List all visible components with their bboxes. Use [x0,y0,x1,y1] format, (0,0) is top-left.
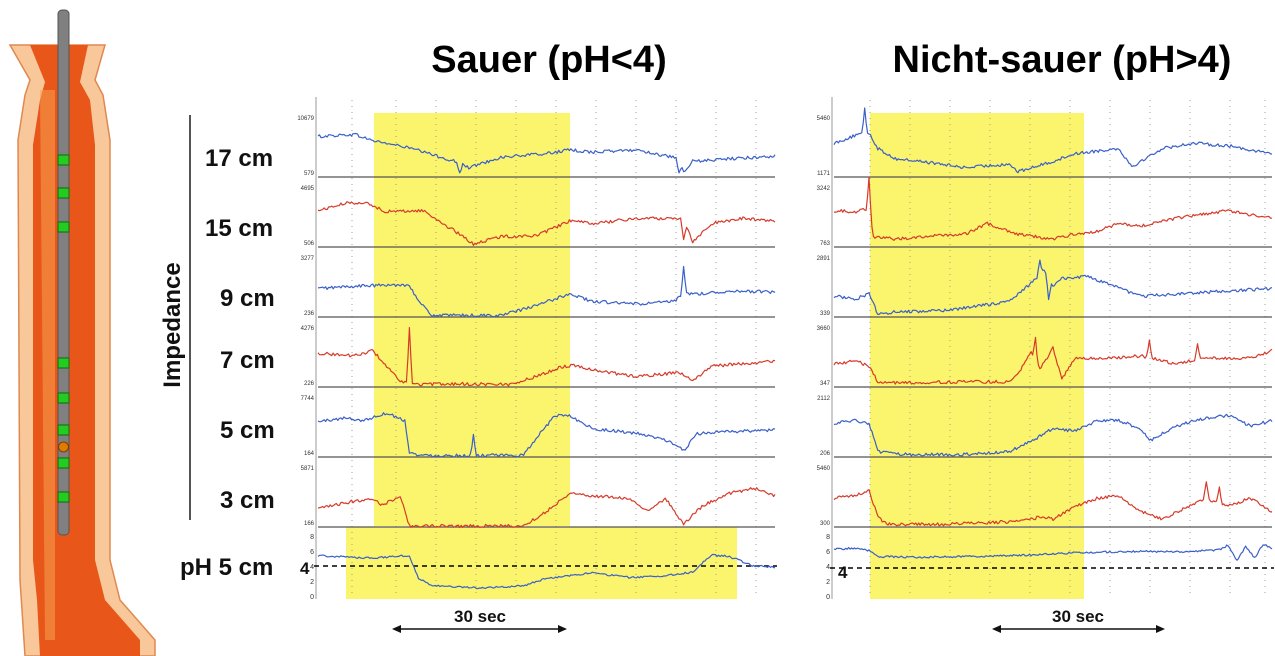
impedance-trace-5cm [833,413,1273,457]
sensor-7cm [57,392,70,404]
time-scale-arrow-right [1156,625,1165,633]
impedance-trace-5cm [317,412,776,458]
ph-tick-label: 6 [826,549,830,556]
time-scale-label: 30 sec [1052,607,1104,626]
esophagus-highlight [40,90,55,640]
channel-range-max-label: 3242 [817,186,831,192]
highlight-region-impedance [374,113,570,526]
ph-tick-label: 2 [826,579,830,586]
impedance-trace-7cm [317,327,776,387]
channel-range-max-label: 3277 [301,256,315,262]
channel-range-min-label: 579 [304,171,315,177]
sensor-upper-3 [57,221,70,233]
time-scale-arrow-right [558,625,567,633]
ph-tick-label: 4 [310,564,314,571]
impedance-trace-9cm [833,259,1273,315]
channel-label-3cm: 3 cm [220,487,275,514]
ph-tick-label: 2 [310,579,314,586]
sensor-3cm-a [57,457,70,469]
channel-range-max-label: 5871 [301,466,315,472]
channel-range-min-label: 339 [820,311,831,317]
channel-label-17cm: 17 cm [205,145,273,172]
sensor-17cm [57,154,70,166]
channel-range-min-label: 300 [820,521,831,527]
channel-label-9cm: 9 cm [220,285,275,312]
impedance-trace-15cm [317,201,776,246]
channel-range-min-label: 226 [304,381,315,387]
impedance-trace-3cm [317,487,776,529]
ph-tick-label: 6 [310,549,314,556]
time-scale-arrow-left [992,625,1001,633]
sensor-9cm [57,357,70,369]
channel-label-7cm: 7 cm [220,347,275,374]
chart-title: Sauer (pH<4) [431,39,666,81]
channel-range-max-label: 4695 [301,186,315,192]
sensor-15cm [57,187,70,199]
highlight-region-ph [346,527,737,599]
channel-range-max-label: 10679 [297,116,314,122]
ph-trace [833,544,1273,562]
ph-tick-label: 0 [826,594,830,601]
esophagus-illustration [8,9,156,656]
catheter-sensors [57,154,70,503]
impedance-trace-17cm [833,107,1273,174]
channel-range-min-label: 166 [304,521,315,527]
chart-title: Nicht-sauer (pH>4) [893,39,1232,81]
impedance-trace-7cm [833,336,1273,385]
channel-range-max-label: 2112 [817,396,831,402]
ph-tick-label: 8 [310,534,314,541]
channel-range-min-label: 347 [820,381,831,387]
channel-range-max-label: 7744 [301,396,315,402]
channel-label-15cm: 15 cm [205,215,273,242]
channel-range-max-label: 5460 [817,466,831,472]
time-scale-label: 30 sec [454,607,506,626]
ph-tick-label: 4 [826,564,830,571]
channel-range-min-label: 763 [820,241,831,247]
shared-labels: Impedance 17 cm 15 cm 9 cm 7 cm 5 cm 3 c… [159,115,848,582]
channel-range-min-label: 206 [820,451,831,457]
channel-range-max-label: 2891 [817,256,831,262]
ph-trace [317,553,776,590]
ph-threshold-label-left: 4 [300,559,310,578]
ph-channel-label: pH 5 cm [180,554,273,581]
sensor-3cm-b [57,491,70,503]
impedance-axis-label: Impedance [159,262,186,387]
ph-threshold-label-right: 4 [838,563,848,582]
channel-range-min-label: 164 [304,451,315,457]
channel-range-max-label: 5460 [817,116,831,122]
chart-panel-nonacidic: Nicht-sauer (pH>4) 5460 1171 3242 763 2891 33… [817,39,1274,633]
impedance-trace-17cm [317,132,776,174]
channel-range-min-label: 1171 [817,171,831,177]
sensor-5cm [57,424,70,436]
channel-range-max-label: 4276 [301,326,315,332]
channel-range-max-label: 3660 [817,326,831,332]
channel-range-min-label: 506 [304,241,315,247]
time-scale-arrow-left [392,625,401,633]
catheter [57,9,70,536]
highlight-region-impedance [870,113,1084,526]
chart-panel-acidic: Sauer (pH<4) 10679 579 4695 506 3277 236 4276 2… [297,39,777,633]
ph-sensor [58,441,69,453]
impedance-trace-3cm [833,481,1272,527]
ph-tick-label: 0 [310,594,314,601]
impedance-trace-9cm [317,265,776,318]
channel-range-min-label: 236 [304,311,315,317]
impedance-trace-15cm [834,176,1272,241]
highlight-region-ph [870,527,1084,599]
ph-tick-label: 8 [826,534,830,541]
channel-label-5cm: 5 cm [220,417,275,444]
